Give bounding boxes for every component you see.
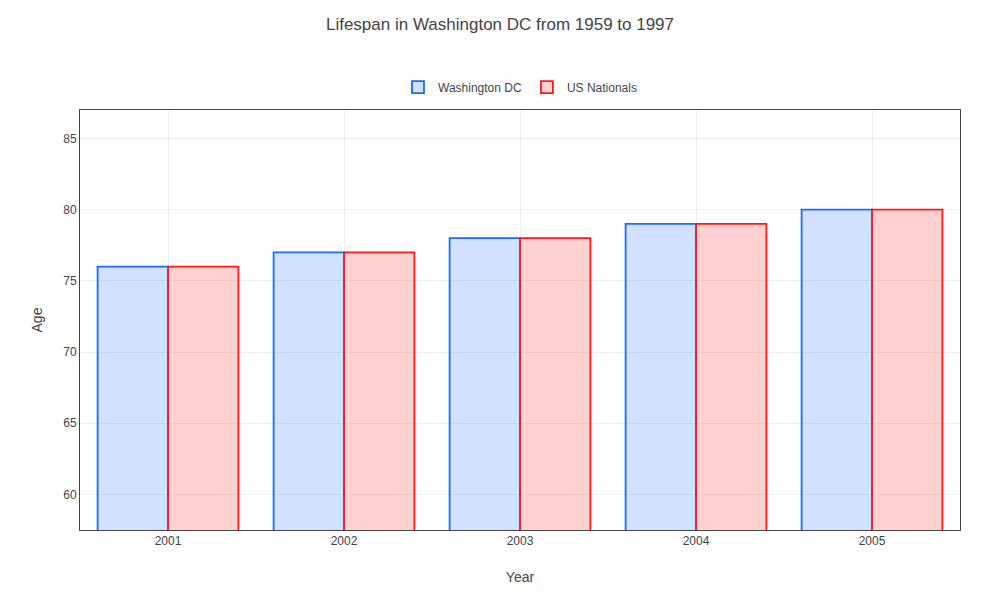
svg-text:65: 65 — [63, 416, 77, 430]
svg-text:2004: 2004 — [683, 534, 710, 548]
svg-text:2002: 2002 — [331, 534, 358, 548]
svg-text:2003: 2003 — [507, 534, 534, 548]
svg-text:Year: Year — [506, 569, 535, 585]
svg-text:Age: Age — [29, 307, 45, 332]
svg-text:2001: 2001 — [155, 534, 182, 548]
svg-text:80: 80 — [63, 203, 77, 217]
svg-text:Washington DC: Washington DC — [438, 81, 522, 95]
svg-text:Lifespan in Washington DC from: Lifespan in Washington DC from 1959 to 1… — [326, 15, 674, 34]
svg-text:2005: 2005 — [859, 534, 886, 548]
svg-text:70: 70 — [63, 345, 77, 359]
svg-text:85: 85 — [63, 132, 77, 146]
svg-text:75: 75 — [63, 274, 77, 288]
svg-text:60: 60 — [63, 488, 77, 502]
svg-text:US Nationals: US Nationals — [567, 81, 637, 95]
